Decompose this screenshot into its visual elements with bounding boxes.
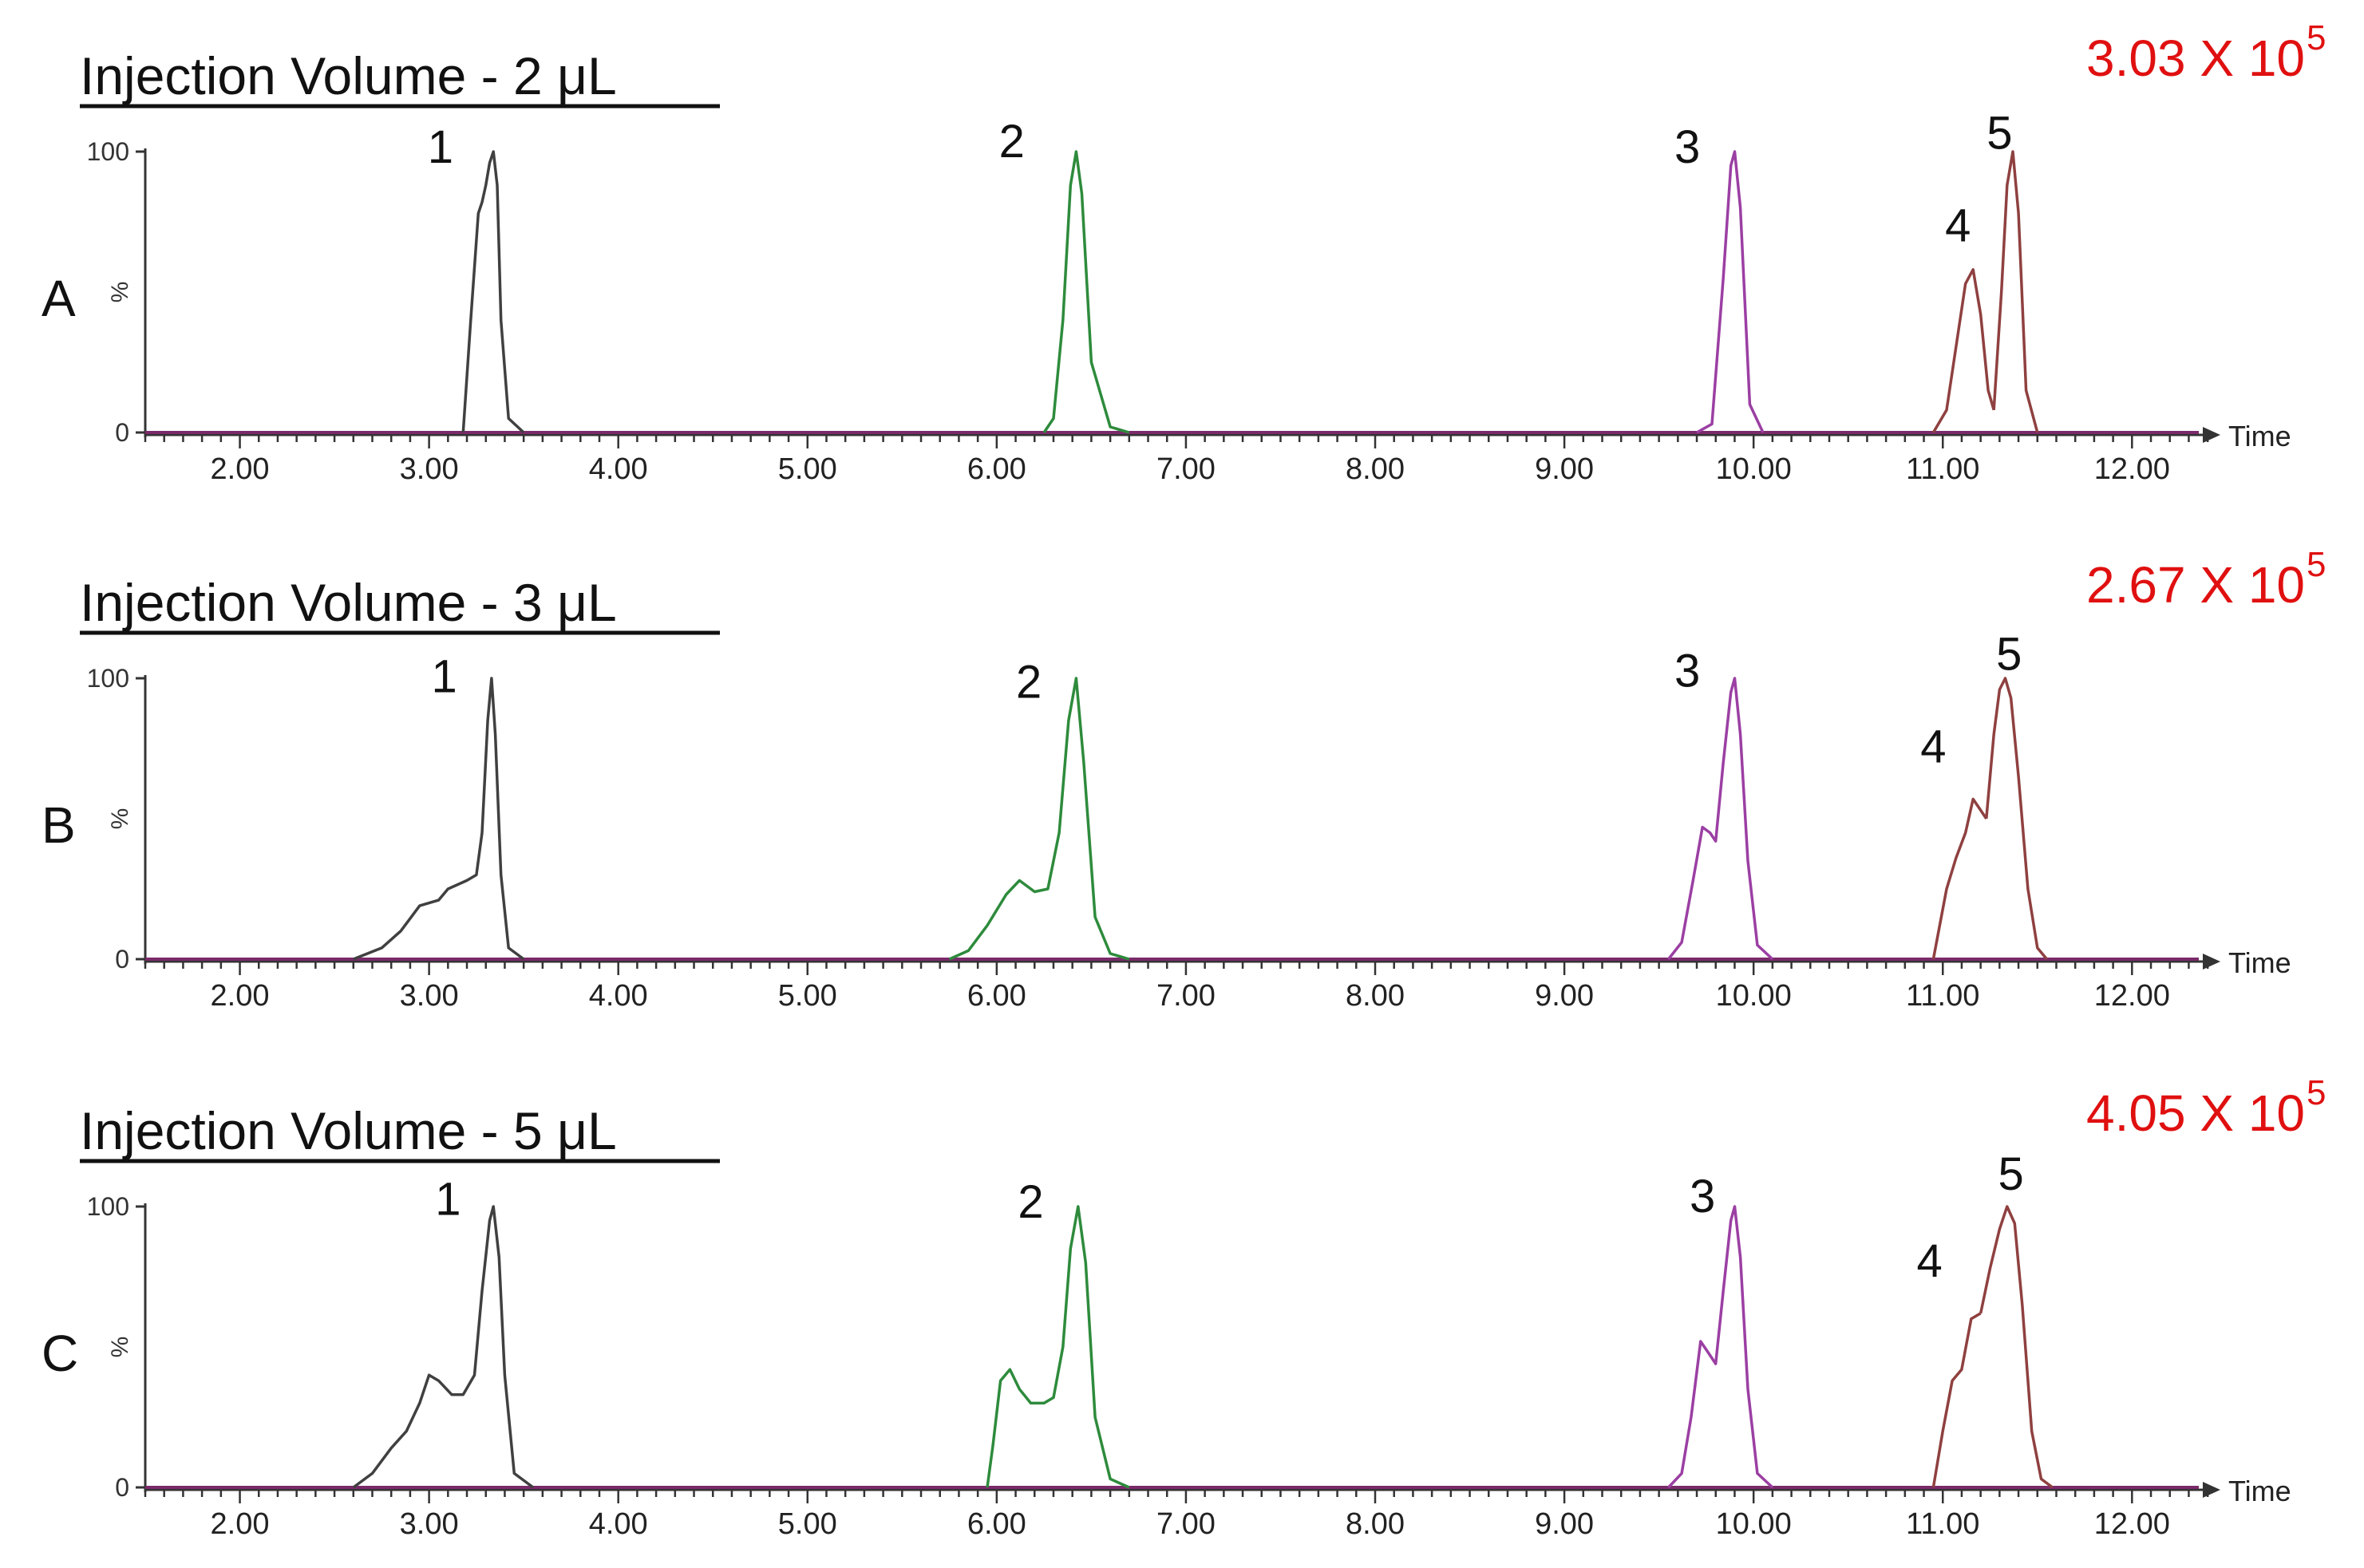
panel-b: Injection Volume - 3 μL 2.67 X 10 5B %01002… — [42, 545, 2326, 1013]
peak-label-1: 1 — [428, 121, 453, 173]
y-tick-label: 0 — [115, 418, 129, 447]
x-tick-label: 5.00 — [778, 452, 837, 486]
x-tick-label: 8.00 — [1346, 452, 1405, 486]
x-tick-label: 9.00 — [1535, 452, 1594, 486]
x-axis-label: Time — [2228, 946, 2291, 979]
x-tick-label: 6.00 — [967, 1507, 1026, 1541]
panel-letter: B — [42, 796, 76, 854]
x-axis-arrow — [2203, 427, 2220, 443]
series-line-peak-5 — [1985, 677, 2048, 961]
peak-label-3: 3 — [1690, 1171, 1715, 1222]
x-tick-label: 7.00 — [1156, 979, 1216, 1013]
x-tick-label: 6.00 — [967, 452, 1026, 486]
peak-label-1: 1 — [431, 651, 457, 703]
x-tick-label: 10.00 — [1716, 1507, 1792, 1541]
x-axis-label: Time — [2228, 1475, 2291, 1507]
scale-label: 4.05 X 10 — [2086, 1084, 2305, 1142]
x-tick-label: 4.00 — [589, 979, 648, 1013]
x-tick-label: 12.00 — [2094, 452, 2170, 486]
x-tick-label: 4.00 — [589, 452, 648, 486]
x-tick-label: 9.00 — [1535, 979, 1594, 1013]
panel-title: Injection Volume - 5 μL — [80, 1101, 617, 1160]
series-line-peak-2 — [948, 677, 1130, 961]
x-tick-label: 9.00 — [1535, 1507, 1594, 1541]
peak-label-3: 3 — [1674, 646, 1700, 697]
x-tick-label: 3.00 — [400, 979, 459, 1013]
y-tick-label: 100 — [87, 137, 129, 166]
series-line-peak-3 — [1667, 677, 1774, 961]
panel-title: Injection Volume - 3 μL — [80, 573, 617, 632]
peak-label-4: 4 — [1945, 200, 1971, 252]
y-tick-label: 100 — [87, 664, 129, 693]
scale-exponent: 5 — [2307, 18, 2326, 57]
y-tick-label: 100 — [87, 1192, 129, 1221]
peak-label-1: 1 — [435, 1174, 461, 1226]
y-tick-label: 0 — [115, 945, 129, 974]
scale-exponent: 5 — [2307, 1073, 2326, 1112]
x-tick-label: 7.00 — [1156, 1507, 1216, 1541]
x-tick-label: 8.00 — [1346, 1507, 1405, 1541]
panel-letter: C — [42, 1325, 78, 1382]
x-tick-label: 8.00 — [1346, 979, 1405, 1013]
series-line-peak-1 — [353, 677, 525, 961]
series-line-peak-5 — [1979, 1205, 2054, 1489]
scale-exponent: 5 — [2307, 545, 2326, 584]
x-tick-label: 11.00 — [1906, 979, 1979, 1013]
series-line-peak-4 — [1931, 268, 1995, 433]
x-tick-label: 3.00 — [400, 452, 459, 486]
y-axis-label: % — [107, 808, 133, 830]
scale-label: 2.67 X 10 — [2086, 556, 2305, 614]
panel-title: Injection Volume - 2 μL — [80, 46, 617, 105]
x-tick-label: 2.00 — [211, 452, 270, 486]
y-axis-label: % — [107, 1337, 133, 1358]
x-tick-label: 11.00 — [1906, 1507, 1979, 1541]
x-tick-label: 5.00 — [778, 1507, 837, 1541]
scale-label: 3.03 X 10 — [2086, 30, 2305, 87]
series-line-peak-3 — [1696, 150, 1765, 434]
peak-label-2: 2 — [1016, 657, 1042, 709]
series-line-peak-1 — [352, 1205, 535, 1489]
x-tick-label: 10.00 — [1716, 979, 1792, 1013]
x-tick-label: 12.00 — [2094, 1507, 2170, 1541]
peak-label-3: 3 — [1674, 121, 1700, 173]
x-tick-label: 10.00 — [1716, 452, 1792, 486]
series-line-peak-2 — [1042, 150, 1130, 434]
x-tick-label: 2.00 — [211, 1507, 270, 1541]
peak-label-5: 5 — [1996, 628, 2022, 680]
y-axis-label: % — [107, 282, 133, 303]
peak-label-2: 2 — [1018, 1176, 1043, 1228]
peak-label-5: 5 — [1986, 107, 2012, 159]
x-tick-label: 4.00 — [589, 1507, 648, 1541]
x-tick-label: 11.00 — [1906, 452, 1979, 486]
y-tick-label: 0 — [115, 1473, 129, 1502]
series-line-peak-4 — [1931, 797, 1988, 960]
x-axis-label: Time — [2228, 420, 2291, 452]
panel-letter: A — [42, 270, 76, 327]
x-tick-label: 5.00 — [778, 979, 837, 1013]
panel-a: Injection Volume - 2 μL 3.03 X 10 5A %01002… — [42, 18, 2326, 486]
peak-label-5: 5 — [1998, 1148, 2023, 1200]
x-tick-label: 2.00 — [211, 979, 270, 1013]
x-tick-label: 7.00 — [1156, 452, 1216, 486]
peak-label-4: 4 — [1917, 1235, 1943, 1287]
series-line-peak-1 — [461, 150, 525, 434]
x-tick-label: 12.00 — [2094, 979, 2170, 1013]
x-axis-arrow — [2203, 1482, 2220, 1498]
peak-label-4: 4 — [1920, 721, 1946, 773]
series-line-peak-3 — [1667, 1205, 1774, 1489]
series-line-peak-5 — [1992, 150, 2039, 433]
series-line-peak-2 — [986, 1205, 1130, 1489]
panel-c: Injection Volume - 5 μL 4.05 X 10 5C %01002… — [42, 1073, 2326, 1541]
series-line-peak-4 — [1931, 1312, 1982, 1488]
x-axis-arrow — [2203, 954, 2220, 970]
x-tick-label: 3.00 — [400, 1507, 459, 1541]
x-tick-label: 6.00 — [967, 979, 1026, 1013]
peak-label-2: 2 — [999, 116, 1025, 168]
